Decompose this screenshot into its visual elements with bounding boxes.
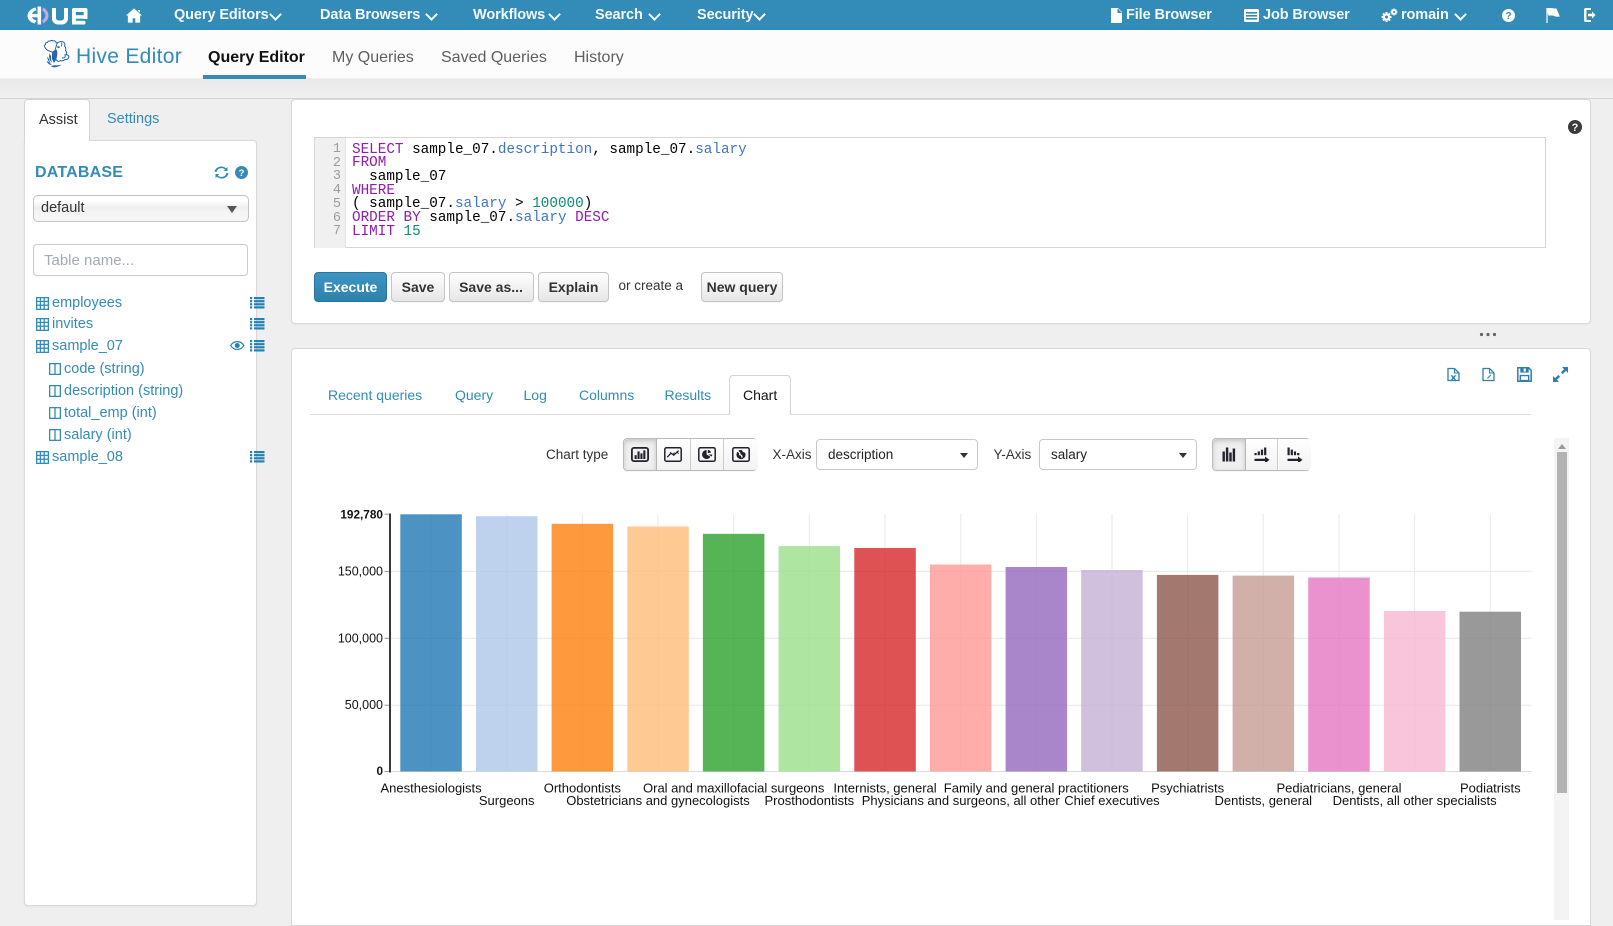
- svg-text:100,000: 100,000: [338, 632, 383, 646]
- svg-text:Anesthesiologists: Anesthesiologists: [381, 781, 483, 796]
- svg-text:Pediatricians, general: Pediatricians, general: [1276, 781, 1401, 796]
- svg-text:Dentists, all other specialist: Dentists, all other specialists: [1333, 793, 1498, 808]
- svg-text:Podiatrists: Podiatrists: [1460, 781, 1521, 796]
- svg-text:Prosthodontists: Prosthodontists: [764, 793, 854, 808]
- svg-text:Obstetricians and gynecologist: Obstetricians and gynecologists: [566, 793, 750, 808]
- svg-text:Physicians and surgeons, all o: Physicians and surgeons, all other: [862, 793, 1061, 808]
- svg-text:Chief executives: Chief executives: [1064, 793, 1160, 808]
- svg-text:50,000: 50,000: [345, 698, 383, 712]
- svg-text:Psychiatrists: Psychiatrists: [1151, 781, 1224, 796]
- svg-text:Oral and maxillofacial surgeon: Oral and maxillofacial surgeons: [643, 781, 825, 796]
- svg-text:Dentists, general: Dentists, general: [1215, 793, 1313, 808]
- svg-text:?: ?: [1505, 11, 1511, 22]
- svg-text:Family and general practitione: Family and general practitioners: [944, 781, 1129, 796]
- svg-text:Internists, general: Internists, general: [833, 781, 936, 796]
- svg-text:?: ?: [239, 168, 245, 179]
- svg-text:Surgeons: Surgeons: [479, 793, 535, 808]
- svg-text:192,780: 192,780: [340, 507, 383, 521]
- svg-text:?: ?: [1572, 122, 1579, 134]
- svg-text:Orthodontists: Orthodontists: [544, 781, 622, 796]
- svg-text:150,000: 150,000: [338, 564, 383, 578]
- svg-text:0: 0: [376, 764, 383, 778]
